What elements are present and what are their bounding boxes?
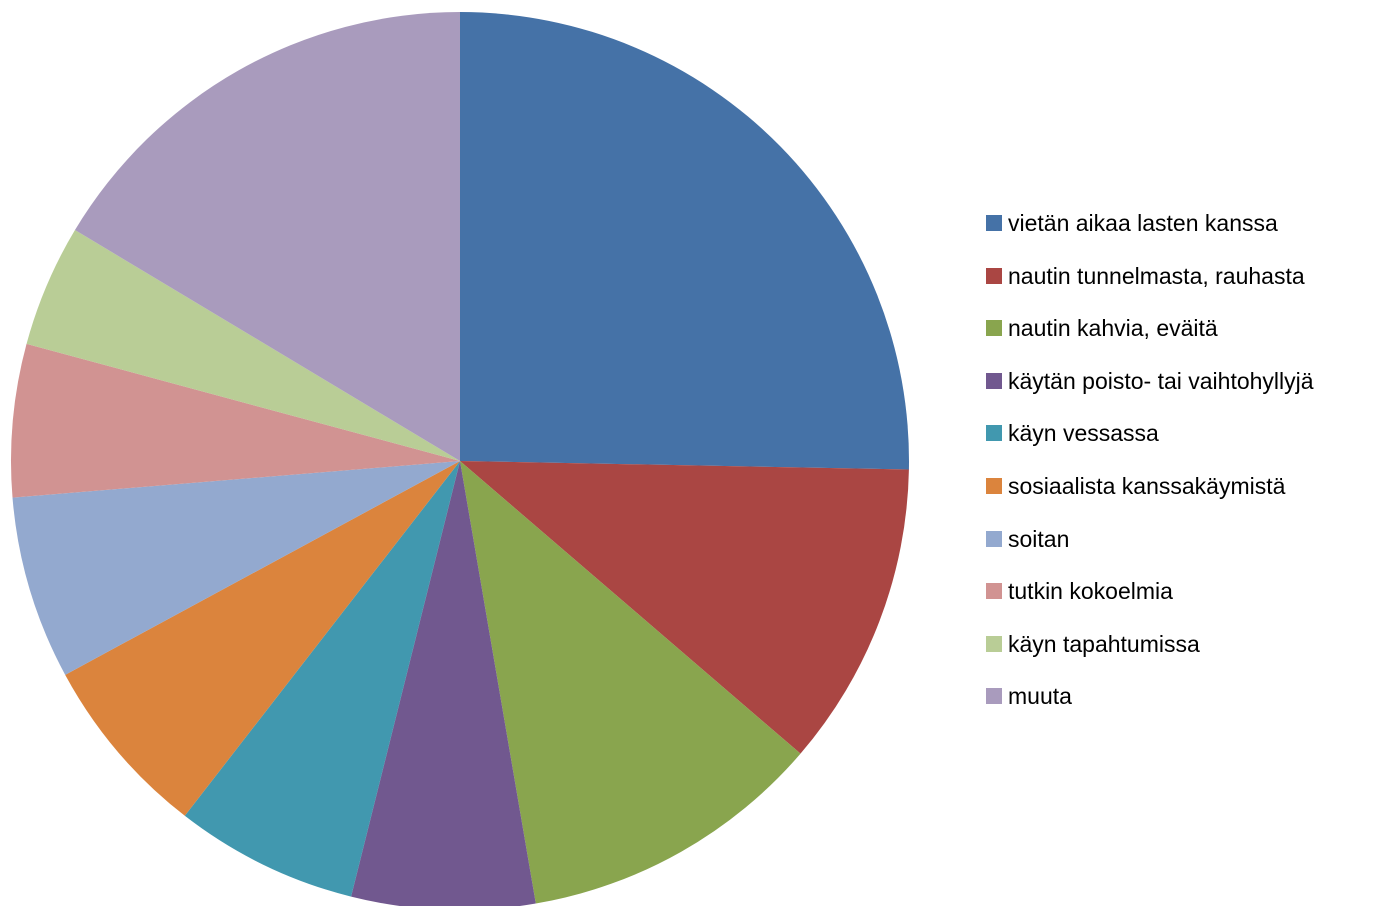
pie-slice-9 [74,12,460,461]
legend-swatch [986,688,1002,705]
legend-swatch [986,215,1002,231]
pie-slice-4 [184,461,461,897]
pie-slice-3 [351,461,536,906]
legend-item: käyn tapahtumissa [986,629,1314,659]
legend-item: muuta [986,681,1314,711]
chart-legend: vietän aikaa lasten kanssa nautin tunnelm… [986,208,1314,734]
pie-slices [11,12,909,906]
pie-slice-7 [11,343,460,498]
legend-item: sosiaalista kanssakäymistä [986,471,1314,501]
legend-item: nautin kahvia, eväitä [986,313,1314,343]
legend-item: vietän aikaa lasten kanssa [986,208,1314,238]
legend-swatch [986,267,1002,284]
pie-slice-8 [26,230,460,461]
legend-item: soitan [986,524,1314,554]
pie-slice-6 [12,461,460,675]
legend-label: nautin tunnelmasta, rauhasta [1008,262,1305,289]
legend-swatch [986,635,1002,652]
legend-swatch [986,583,1002,600]
legend-label: vietän aikaa lasten kanssa [1008,210,1278,236]
legend-item: käytän poisto- tai vaihtohyllyjä [986,366,1314,396]
legend-label: nautin kahvia, eväitä [1008,315,1218,342]
pie-slice-1 [460,461,909,754]
legend-label: käyn vessassa [1008,420,1159,447]
legend-item: nautin tunnelmasta, rauhasta [986,261,1314,291]
legend-swatch [986,372,1002,389]
legend-label: käytän poisto- tai vaihtohyllyjä [1008,367,1314,394]
legend-swatch [986,425,1002,442]
legend-label: käyn tapahtumissa [1008,630,1200,657]
legend-label: muuta [1008,683,1072,710]
pie-slice-5 [65,461,460,816]
legend-label: tutkin kokoelmia [1008,578,1173,605]
legend-swatch [986,320,1002,337]
legend-label: sosiaalista kanssakäymistä [1008,472,1286,499]
legend-item: käyn vessassa [986,418,1314,448]
legend-label: soitan [1008,525,1070,552]
pie-slice-0 [460,12,909,470]
legend-item: tutkin kokoelmia [986,576,1314,606]
pie-slice-2 [460,461,801,904]
legend-swatch [986,530,1002,547]
legend-swatch [986,477,1002,494]
